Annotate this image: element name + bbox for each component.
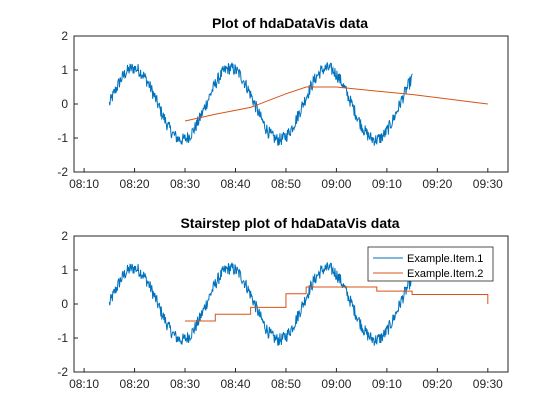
x-tick-label: 09:20 — [422, 177, 452, 191]
x-tick-label: 08:10 — [69, 177, 99, 191]
x-axis-ticks: 08:10 08:20 08:30 08:40 08:50 09:00 09:10 09:20… — [69, 368, 503, 391]
x-tick-label: 09:10 — [372, 377, 402, 391]
y-tick-label: -1 — [57, 131, 68, 145]
axes-box — [73, 35, 509, 173]
x-tick-label: 09:30 — [473, 377, 503, 391]
x-axis-ticks: 08:10 08:20 08:30 08:40 08:50 09:00 09:10 09:20… — [69, 168, 503, 191]
y-tick-label: 2 — [61, 29, 68, 43]
x-tick-label: 08:40 — [220, 177, 250, 191]
plot-area — [108, 262, 489, 346]
x-tick-label: 09:20 — [422, 377, 452, 391]
series-line-item-1 — [108, 262, 413, 346]
subplot-top: Plot of hdaDataVis data 08:10 08:20 08:30 0… — [57, 15, 509, 191]
x-tick-label: 08:40 — [220, 377, 250, 391]
x-tick-label: 08:20 — [120, 377, 150, 391]
series-line-item-1 — [108, 62, 413, 146]
legend-label-item-2: Example.Item.2 — [407, 268, 483, 280]
axes-box — [73, 235, 509, 373]
y-tick-label: 1 — [61, 263, 68, 277]
legend: Example.Item.1 Example.Item.2 — [367, 246, 494, 282]
y-tick-label: 1 — [61, 63, 68, 77]
y-tick-label: -2 — [57, 365, 68, 379]
y-tick-label: 0 — [61, 297, 68, 311]
y-tick-label: -2 — [57, 165, 68, 179]
subplot-bottom: Stairstep plot of hdaDataVis data 08:10 0… — [57, 215, 509, 391]
y-tick-label: 2 — [61, 229, 68, 243]
y-tick-label: -1 — [57, 331, 68, 345]
legend-label-item-1: Example.Item.1 — [407, 253, 483, 265]
x-tick-label: 08:20 — [120, 177, 150, 191]
chart-title: Plot of hdaDataVis data — [212, 15, 368, 31]
plot-area — [108, 62, 488, 146]
x-tick-label: 09:00 — [321, 177, 351, 191]
x-tick-label: 08:30 — [170, 177, 200, 191]
series-line-item-2 — [185, 286, 489, 322]
legend-box — [367, 246, 494, 282]
x-tick-label: 08:50 — [271, 177, 301, 191]
y-tick-label: 0 — [61, 97, 68, 111]
x-tick-label: 08:10 — [69, 377, 99, 391]
chart-title: Stairstep plot of hdaDataVis data — [180, 215, 399, 231]
x-tick-label: 09:00 — [321, 377, 351, 391]
x-tick-label: 09:30 — [473, 177, 503, 191]
x-tick-label: 08:50 — [271, 377, 301, 391]
x-tick-label: 09:10 — [372, 177, 402, 191]
series-line-item-2 — [184, 86, 488, 122]
x-tick-label: 08:30 — [170, 377, 200, 391]
